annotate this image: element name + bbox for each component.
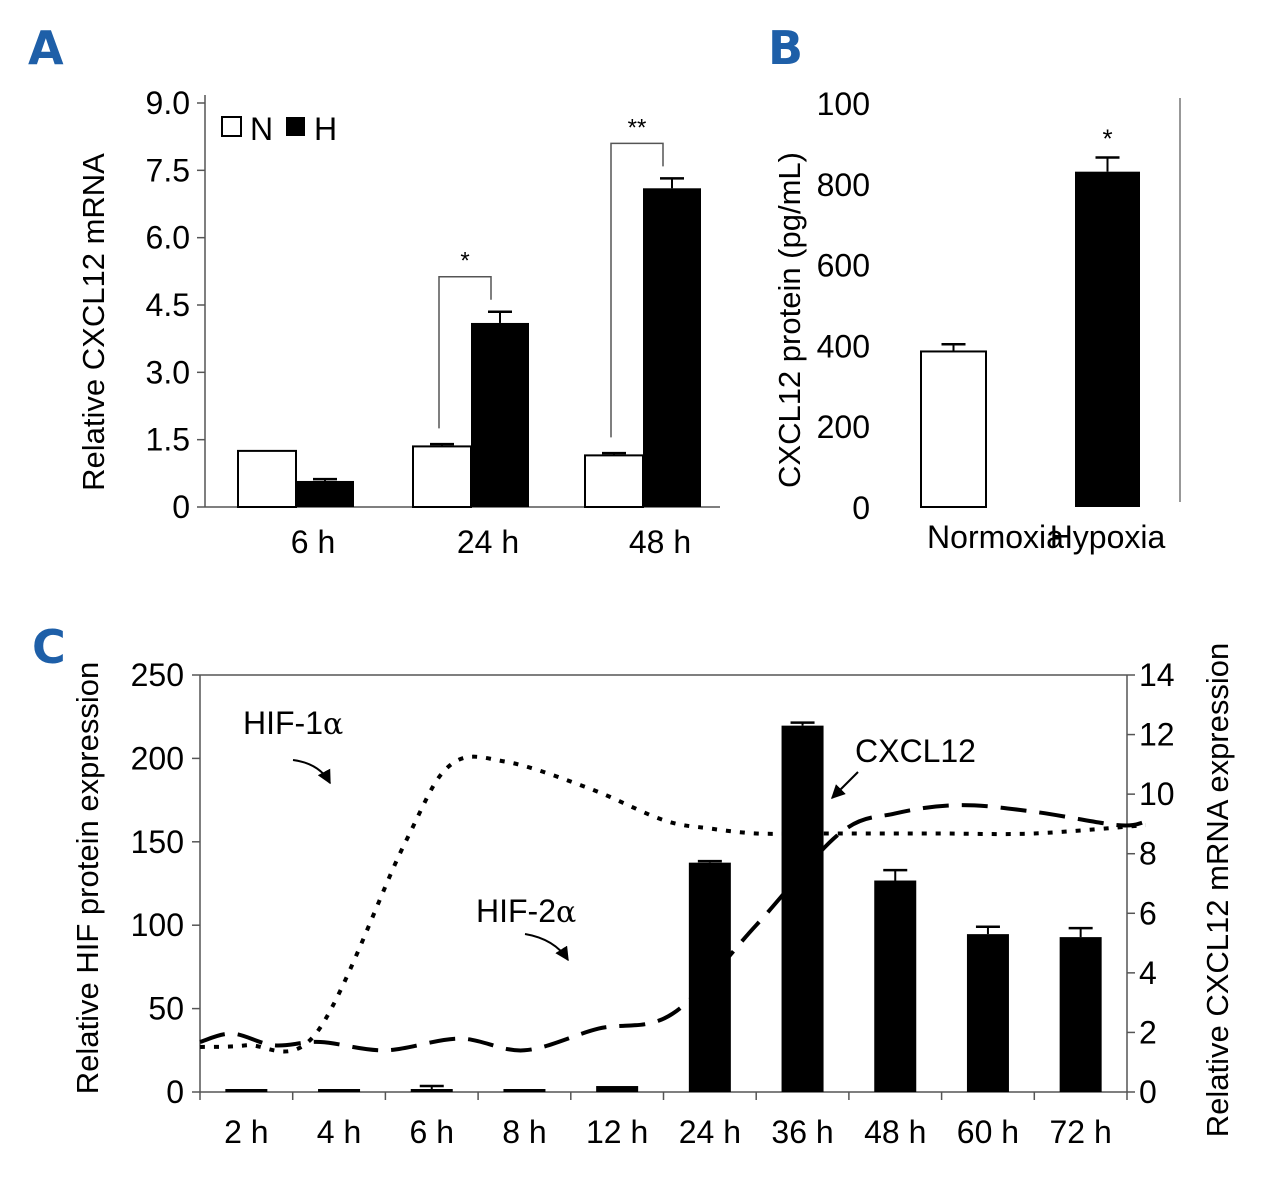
panel-letter-b: B	[768, 21, 803, 75]
panel-a-bar-h	[643, 188, 701, 508]
panel-c-x-tick-label: 2 h	[224, 1114, 268, 1150]
panel-c-annotation-text: CXCL12	[855, 733, 976, 769]
panel-a-y-axis-label: Relative CXCL12 mRNA	[76, 153, 111, 491]
panel-c-annotation-label: HIF-1α	[243, 705, 343, 742]
panel-c-bar	[874, 880, 917, 1092]
panel-a-y-tick-label: 0	[172, 489, 190, 525]
panel-a-y-tick-label: 4.5	[146, 287, 190, 323]
panel-b-bar	[920, 350, 987, 508]
panel-c-annotation-text: HIF-2	[476, 893, 556, 929]
panel-a-x-tick-label: 6 h	[291, 524, 335, 560]
panel-c-left-axis-label: Relative HIF protein expression	[70, 662, 105, 1094]
panel-a-legend-label-h: H	[314, 111, 337, 147]
panel-c-right-axis-label: Relative CXCL12 mRNA expression	[1200, 643, 1235, 1138]
panel-a-significance-label: **	[628, 114, 647, 141]
panel-c-x-tick-label: 12 h	[586, 1114, 648, 1150]
panel-c-bar	[318, 1089, 361, 1092]
panel-c-annotation-arrow	[831, 771, 859, 799]
panel-b-y-tick-label: 600	[817, 248, 870, 284]
panel-a-bar-n	[237, 449, 297, 508]
panel-a-significance-label: *	[460, 248, 469, 275]
panel-c-annotation-arrow	[292, 759, 331, 785]
panel-b-x-tick-label: Normoxia	[927, 519, 1064, 555]
panel-a-bar-h	[471, 322, 529, 507]
panel-c-left-tick-label: 0	[166, 1074, 184, 1110]
panel-a-legend-swatch-n	[221, 116, 242, 137]
panel-a-y-tick-label: 3.0	[146, 354, 190, 390]
panel-c-x-tick-label: 48 h	[864, 1114, 926, 1150]
panel-c-chart: 0 50 100 150 200 250 0 2 4 6 8 10 12 14 Relative HIF p…	[70, 643, 1235, 1150]
panel-a-y-tick-label: 9.0	[146, 85, 190, 121]
panel-c-x-tick-label: 6 h	[410, 1114, 454, 1150]
panel-b-x-tick-label: Hypoxia	[1050, 519, 1166, 555]
panel-c-right-tick-label: 0	[1139, 1074, 1157, 1110]
panel-c-bar	[688, 862, 731, 1092]
panel-b-y-tick-label: 400	[817, 328, 870, 364]
panel-a-chart: 0 1.5 3.0 4.5 6.0 7.5 9.0 Relative CXCL12 mRNA 6…	[76, 85, 720, 560]
panel-c-left-tick-label: 100	[131, 907, 184, 943]
panel-c-right-tick-label: 2	[1139, 1014, 1157, 1050]
panel-a-legend-label-n: N	[250, 111, 273, 147]
panel-a-y-tick-label: 6.0	[146, 220, 190, 256]
panel-c-left-tick-label: 150	[131, 824, 184, 860]
panel-a-y-tick-label: 1.5	[146, 422, 190, 458]
panel-c-right-tick-label: 6	[1139, 895, 1157, 931]
panel-c-x-tick-label: 72 h	[1050, 1114, 1112, 1150]
panel-c-annotation-text: HIF-1	[243, 705, 323, 741]
panel-b-y-tick-label: 200	[817, 409, 870, 445]
panel-c-left-tick-label: 200	[131, 740, 184, 776]
panel-a-legend-swatch-h	[286, 117, 305, 136]
panel-c-annotation-label: CXCL12	[855, 733, 976, 769]
panel-a-bar-h	[296, 480, 354, 507]
panel-c-annotation-greek: α	[323, 707, 343, 742]
panel-a-bar-n	[584, 454, 644, 508]
panel-c-right-tick-label: 8	[1139, 836, 1157, 872]
panel-b-y-axis-label: CXCL12 protein (pg/mL)	[772, 152, 807, 488]
panel-b-chart: 0 200 400 600 800 100 CXCL12 protein (pg/mL) No…	[772, 86, 1181, 555]
panel-c-right-tick-label: 12	[1139, 717, 1175, 753]
panel-c-right-tick-label: 10	[1139, 776, 1175, 812]
panel-c-bar	[596, 1086, 639, 1092]
panel-a-x-tick-label: 24 h	[457, 524, 519, 560]
panel-letter-a: A	[28, 21, 64, 75]
panel-c-x-tick-label: 60 h	[957, 1114, 1019, 1150]
panel-b-y-tick-label: 800	[817, 167, 870, 203]
panel-a-x-tick-label: 48 h	[629, 524, 691, 560]
panel-c-bar	[410, 1089, 453, 1092]
panel-c-annotation-greek: α	[556, 895, 576, 930]
panel-c-right-tick-label: 4	[1139, 955, 1157, 991]
panel-c-left-tick-label: 250	[131, 657, 184, 693]
panel-c-annotation-label: HIF-2α	[476, 893, 576, 930]
panel-a-bar-n	[412, 445, 472, 508]
panel-c-bar	[503, 1089, 546, 1092]
panel-c-x-tick-label: 36 h	[771, 1114, 833, 1150]
panel-c-x-tick-label: 8 h	[502, 1114, 546, 1150]
panel-c-annotation-arrow	[524, 933, 569, 962]
panel-b-bar	[1075, 171, 1140, 507]
panel-c-bar	[781, 725, 824, 1092]
panel-c-x-tick-label: 24 h	[679, 1114, 741, 1150]
panel-c-left-tick-label: 50	[148, 991, 184, 1027]
panel-c-x-tick-label: 4 h	[317, 1114, 361, 1150]
panel-b-significance-label: *	[1102, 124, 1112, 154]
panel-a-y-tick-label: 7.5	[146, 152, 190, 188]
panel-a-significance-bracket	[610, 142, 664, 438]
panel-c-line-hif1a	[199, 754, 1146, 1054]
panel-a-significance-bracket	[438, 275, 492, 429]
panel-c-bar	[1059, 937, 1102, 1092]
panel-letter-c: C	[32, 620, 66, 674]
panel-b-y-tick-label: 0	[852, 490, 870, 526]
panel-c-bar	[966, 934, 1009, 1092]
panel-c-right-tick-label: 14	[1139, 657, 1175, 693]
panel-b-y-tick-label: 100	[817, 86, 870, 122]
panel-c-bar	[225, 1089, 268, 1092]
panel-c-line-hif2a	[199, 803, 1146, 1053]
